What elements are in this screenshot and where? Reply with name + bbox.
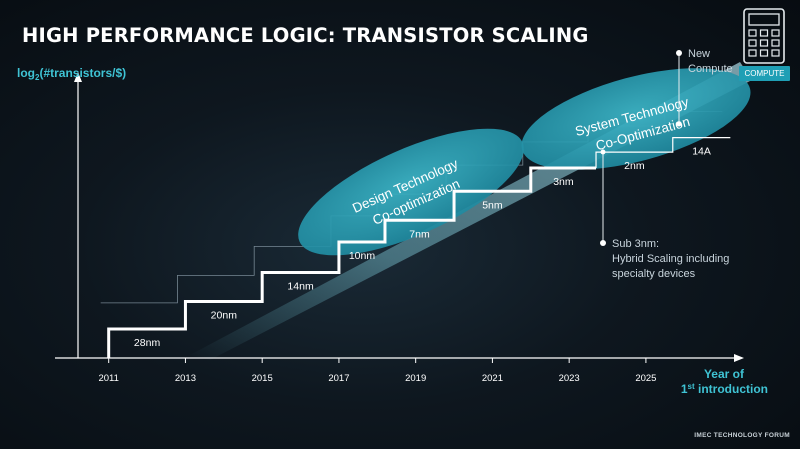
sub3nm-text-line3: specialty devices [612, 268, 696, 280]
slide-title: HIGH PERFORMANCE LOGIC: TRANSISTOR SCALI… [22, 24, 589, 47]
new-compute-dot [676, 50, 682, 56]
sub3nm-text-line1: Sub 3nm: [612, 238, 659, 250]
node-label-20nm: 20nm [211, 309, 238, 321]
node-label-14nm: 14nm [287, 280, 314, 292]
node-label-3nm: 3nm [553, 176, 574, 188]
stco-ellipse [521, 68, 751, 170]
x-tick-label: 2011 [98, 373, 118, 384]
sub3nm-text-line2: Hybrid Scaling including [612, 253, 729, 265]
compute-badge: COMPUTE [739, 66, 790, 81]
new-compute-end-dot [676, 121, 682, 127]
dtco-ellipse [298, 128, 524, 256]
node-label-28nm: 28nm [134, 337, 161, 349]
node-label-5nm: 5nm [482, 199, 503, 211]
sub3nm-dot [600, 240, 606, 246]
node-label-14a: 14A [692, 146, 711, 158]
sub3nm-end-dot [600, 149, 606, 155]
footer-text: IMEC TECHNOLOGY FORUM [694, 432, 790, 439]
x-axis-arrow [734, 354, 744, 362]
scaling-steps-solid [107, 166, 597, 358]
node-label-10nm: 10nm [349, 250, 376, 262]
new-compute-text-line1: New [688, 48, 710, 60]
x-axis-label-line1: Year of [704, 367, 745, 381]
node-label-2nm: 2nm [624, 160, 645, 172]
x-axis-label-line2: 1st introduction [681, 382, 768, 396]
node-label-7nm: 7nm [409, 228, 430, 240]
y-axis-label: log2(#transistors/$) [17, 66, 126, 82]
new-compute-text-line2: Compute [688, 63, 733, 75]
y-axis-arrow [74, 72, 82, 82]
x-tick-label: 2025 [635, 373, 656, 384]
x-tick-label: 2013 [175, 373, 196, 384]
x-tick-label: 2017 [328, 373, 349, 384]
x-tick-label: 2023 [559, 373, 580, 384]
x-tick-label: 2019 [405, 373, 426, 384]
x-tick-label: 2021 [482, 373, 503, 384]
scaling-steps-future [595, 137, 731, 169]
x-tick-label: 2015 [252, 373, 273, 384]
